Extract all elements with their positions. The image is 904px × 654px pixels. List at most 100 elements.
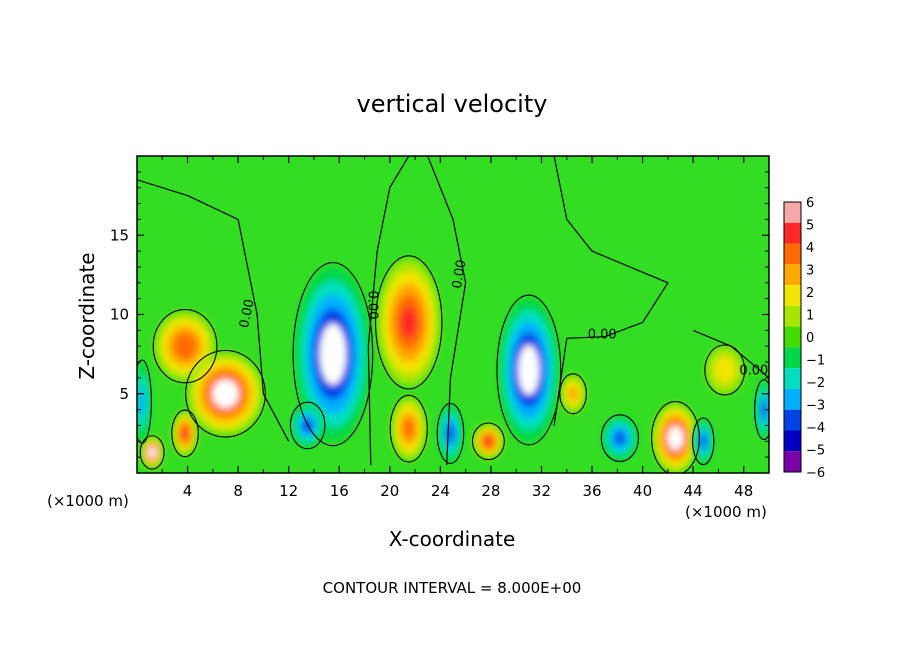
colorbar-swatch [784, 243, 801, 265]
field-band [761, 400, 767, 419]
saturated-core [667, 425, 684, 451]
zero-contour [754, 379, 769, 441]
colorbar-swatch [784, 409, 801, 431]
field-band [403, 419, 415, 439]
field-band [614, 431, 626, 445]
zero-contour-lines [137, 156, 769, 473]
zero-contour [704, 344, 746, 396]
colorbar: 6 5 4 3 2 1 0 −1 −2 −3 −4 −5 −6 [783, 196, 825, 481]
x-axis-label: X-coordinate [389, 527, 516, 551]
zero-contour [600, 414, 639, 462]
colorbar-tick-label: 4 [806, 241, 814, 256]
x-tick-label: 20 [380, 482, 399, 500]
zero-contour [137, 359, 152, 444]
plot-area: 0.00 0.000.000.000.00 4 8 12 16 20 24 28 32 36 40 4… [110, 155, 770, 500]
y-axis-label: Z-coordinate [75, 252, 99, 379]
zero-contour [692, 417, 715, 466]
field-band [700, 434, 707, 449]
zero-contour [389, 394, 428, 463]
field-feature-16 [705, 346, 744, 394]
x-tick-label: 44 [684, 482, 703, 500]
field-feature-8 [391, 396, 427, 461]
zero-contour [171, 409, 199, 458]
zero-contour [559, 373, 587, 415]
saturated-core [319, 323, 347, 385]
x-tick-label: 36 [582, 482, 601, 500]
x-tick-label: 32 [532, 482, 551, 500]
colorbar-tick-label: 1 [806, 309, 814, 324]
field-feature-2 [187, 352, 264, 435]
x-tick-label: 40 [633, 482, 652, 500]
colorbar-tick-label: 5 [806, 219, 814, 234]
chart-title: vertical velocity [357, 90, 548, 118]
field-feature-11 [498, 298, 560, 442]
colorbar-frame [783, 201, 802, 473]
field-band [484, 437, 493, 446]
y-tick-label: 10 [110, 306, 129, 324]
x-axis-ticks: 4 8 12 16 20 24 28 32 36 40 44 48 [161, 156, 753, 500]
x-tick-label: 48 [734, 482, 753, 500]
contour-labels: 0.00 0.00 0.00 0.00 0.00 [237, 259, 768, 379]
field-band [714, 356, 736, 384]
field-band [401, 306, 417, 338]
zero-contour [292, 262, 374, 447]
colorbar-tick-label: −1 [806, 354, 825, 369]
zero-contour [496, 294, 562, 446]
colorbar-tick-label: −2 [806, 376, 825, 391]
y-tick-label: 5 [119, 385, 129, 403]
x-tick-label: 16 [330, 482, 349, 500]
colorbar-tick-label: −5 [806, 444, 825, 459]
x-tick-label: 12 [279, 482, 298, 500]
colorbar-tick-label: −4 [806, 421, 825, 436]
y-tick-label: 15 [110, 226, 129, 244]
saturated-core [518, 345, 540, 395]
zero-contour [139, 435, 165, 470]
x-tick-label: 24 [431, 482, 450, 500]
saturated-core [148, 446, 157, 458]
contour-label-3: 0.00 [588, 327, 617, 342]
zero-contour [651, 400, 700, 473]
field-feature-3 [172, 411, 198, 456]
zero-contour [375, 255, 443, 390]
contour-label-4: 0.00 [739, 364, 768, 379]
zero-contour-line-2 [427, 156, 467, 466]
colorbar-tick-label: 6 [806, 196, 814, 211]
zero-contour-line-1 [367, 156, 410, 466]
colorbar-swatch [784, 326, 801, 348]
field-band [568, 386, 579, 402]
colorbar-swatch [784, 264, 801, 286]
velocity-field [137, 259, 769, 473]
saturated-core [212, 379, 239, 409]
colorbar-swatch [784, 368, 801, 389]
zero-contour-line-0 [137, 179, 290, 442]
contour-interval-note: CONTOUR INTERVAL = 8.000E+00 [323, 579, 582, 597]
x-unit-label-right: (×1000 m) [685, 503, 767, 521]
colorbar-swatch [784, 305, 801, 327]
field-feature-14 [652, 403, 699, 473]
zero-contour [152, 309, 218, 384]
colorbar-tick-label: 3 [806, 264, 814, 279]
field-feature-7 [377, 259, 441, 386]
y-axis-ticks: 5 10 15 [110, 171, 769, 458]
x-tick-label: 28 [481, 482, 500, 500]
x-tick-label: 4 [183, 482, 193, 500]
colorbar-tick-label: 2 [806, 286, 814, 301]
field-feature-9 [437, 404, 464, 462]
field-feature-13 [602, 415, 638, 461]
colorbar-swatch [784, 222, 801, 244]
contour-label-0: 0.00 [237, 298, 258, 329]
zero-contour-line-3 [553, 156, 669, 426]
field-feature-0 [140, 436, 164, 469]
field-band [173, 333, 197, 360]
x-unit-label-left: (×1000 m) [47, 492, 129, 510]
zero-contour [471, 422, 505, 461]
zero-contour [185, 349, 266, 438]
x-tick-label: 8 [233, 482, 243, 500]
field-feature-5 [295, 266, 371, 442]
contour-label-1: 0.00 [364, 291, 379, 320]
colorbar-swatch [784, 347, 801, 369]
field-feature-4 [137, 362, 151, 442]
colorbar-tick-label: −3 [806, 399, 825, 414]
zero-contour [436, 402, 465, 464]
